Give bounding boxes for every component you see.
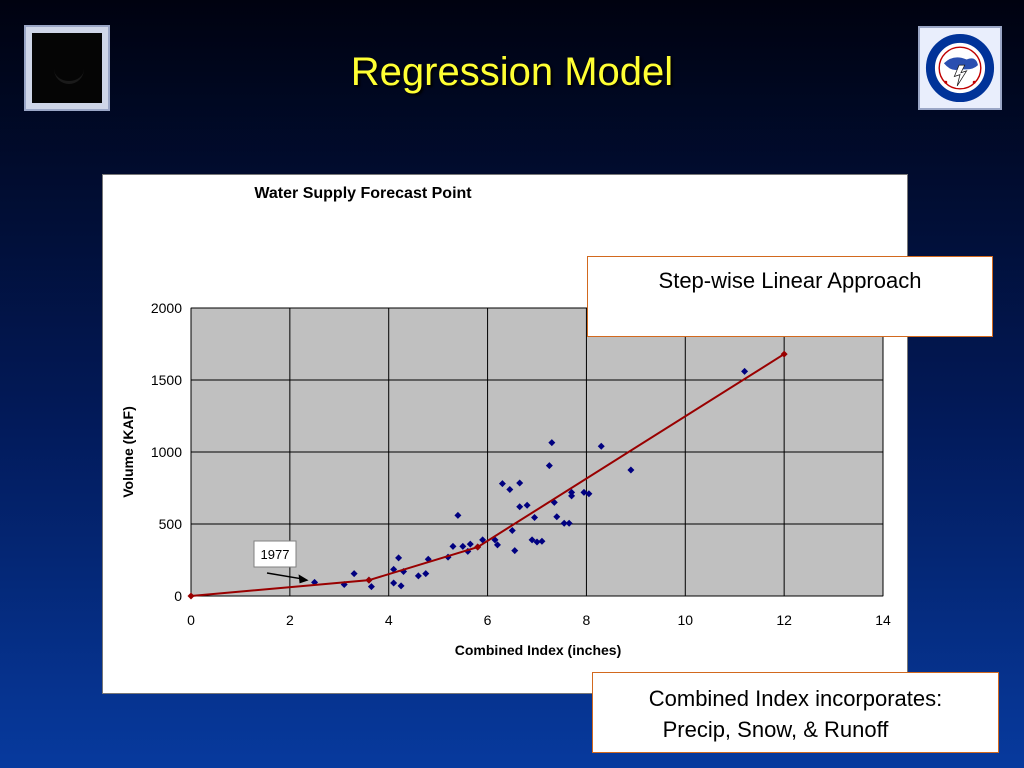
- data-point: [367, 583, 375, 591]
- data-point: [516, 503, 524, 511]
- slide-title: Regression Model: [350, 50, 674, 94]
- data-point: [565, 519, 573, 527]
- x-axis-title: Combined Index (inches): [455, 642, 621, 658]
- y-tick-label: 500: [159, 516, 183, 532]
- annotation-label: 1977: [261, 547, 290, 562]
- data-point: [741, 367, 749, 375]
- index-callout-line2: Precip, Snow, & Runoff: [662, 717, 889, 742]
- x-tick-label: 14: [875, 612, 891, 628]
- annotation-box: [253, 540, 297, 568]
- y-tick-label: 1500: [151, 372, 182, 388]
- annotation-arrow-head: [298, 574, 309, 584]
- data-point: [422, 570, 430, 578]
- data-point: [390, 579, 398, 587]
- data-point: [466, 540, 474, 548]
- method-callout: Step-wise Linear Approach: [587, 256, 993, 337]
- data-point: [516, 479, 524, 487]
- chart-title: Water Supply Forecast Point: [254, 185, 472, 202]
- data-point: [597, 442, 605, 450]
- dark-emblem-icon: [32, 33, 102, 103]
- regression-line: [190, 353, 785, 597]
- data-point: [568, 492, 576, 500]
- x-tick-label: 12: [776, 612, 792, 628]
- data-point: [568, 488, 576, 496]
- x-tick-label: 0: [187, 612, 195, 628]
- regression-knot: [780, 350, 788, 358]
- data-point: [454, 511, 462, 519]
- data-point: [531, 514, 539, 522]
- data-point: [340, 580, 348, 588]
- x-tick-label: 4: [385, 612, 393, 628]
- chart-panel: 0 2 4 6 8 10 12 14 0 500 1000 1500 2000 Water Supply …: [102, 174, 908, 694]
- data-point: [491, 536, 499, 544]
- x-tick-label: 6: [484, 612, 492, 628]
- x-tick-label: 8: [583, 612, 591, 628]
- regression-knot: [474, 543, 482, 551]
- data-point: [553, 513, 561, 521]
- data-point: [350, 570, 358, 578]
- nws-logo: [918, 26, 1002, 110]
- method-callout-text: Step-wise Linear Approach: [658, 268, 922, 293]
- x-tick-label: 10: [677, 612, 693, 628]
- data-point: [538, 537, 546, 545]
- data-point: [459, 542, 467, 550]
- annotation-arrow-line: [266, 572, 305, 581]
- y-axis-title: Volume (KAF): [120, 406, 136, 498]
- y-tick-label: 2000: [151, 300, 182, 316]
- data-point: [449, 542, 457, 550]
- data-point: [580, 488, 588, 496]
- y-tick-label: 1000: [151, 444, 182, 460]
- data-point: [528, 536, 536, 544]
- data-point: [585, 490, 593, 498]
- data-point: [479, 536, 487, 544]
- data-point: [511, 547, 519, 555]
- data-point: [493, 541, 501, 549]
- data-point: [508, 526, 516, 534]
- data-point: [414, 572, 422, 580]
- nws-seal-icon: [925, 33, 995, 103]
- data-point: [397, 582, 405, 590]
- regression-knot: [187, 592, 195, 600]
- data-point: [627, 466, 635, 474]
- y-tick-label: 0: [174, 588, 182, 604]
- scatter-chart: 0 2 4 6 8 10 12 14 0 500 1000 1500 2000 Water Supply …: [120, 185, 891, 658]
- data-point: [506, 485, 514, 493]
- data-point: [548, 439, 556, 447]
- data-point: [424, 555, 432, 563]
- data-point: [523, 501, 531, 509]
- index-callout-line1: Combined Index incorporates:: [648, 686, 943, 711]
- data-point: [498, 480, 506, 488]
- left-logo: [24, 25, 110, 111]
- index-callout: Combined Index incorporates: Precip, Sno…: [592, 672, 999, 753]
- data-point: [533, 538, 541, 546]
- regression-knot: [365, 576, 373, 584]
- data-point: [395, 554, 403, 562]
- data-point: [545, 462, 553, 470]
- x-tick-label: 2: [286, 612, 294, 628]
- data-point: [560, 519, 568, 527]
